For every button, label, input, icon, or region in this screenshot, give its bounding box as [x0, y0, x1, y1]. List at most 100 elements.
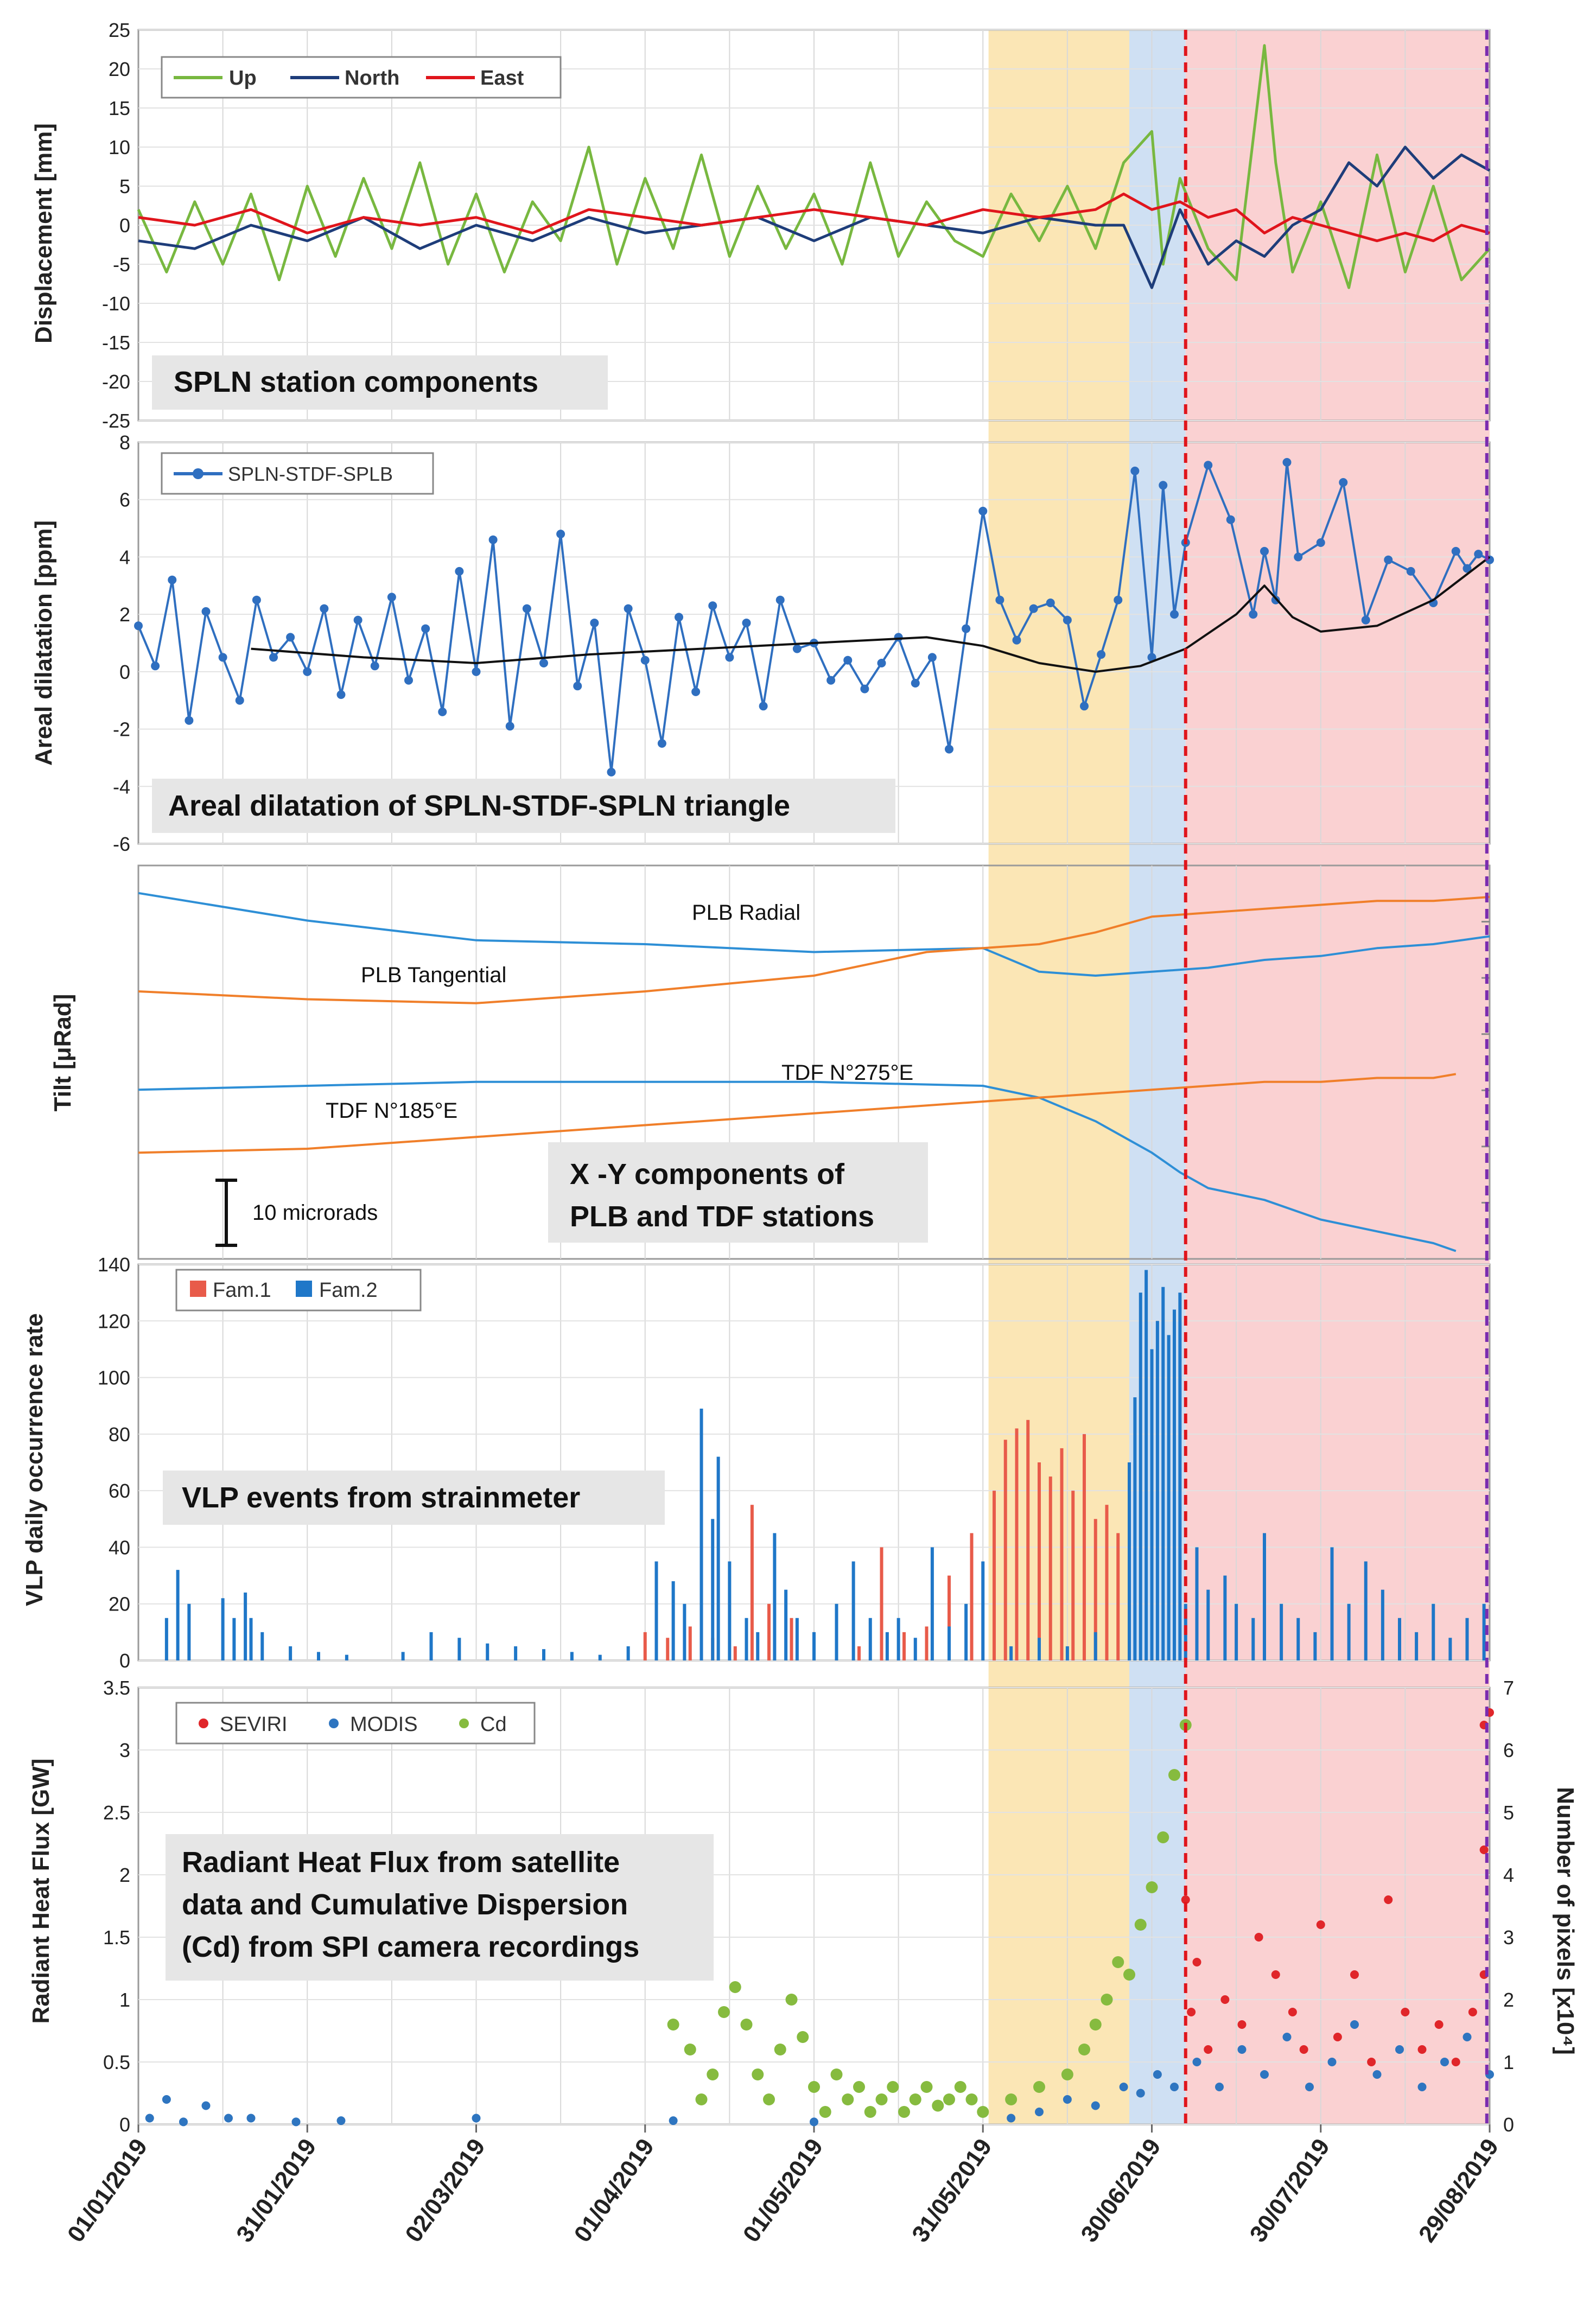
point-cd [1123, 1969, 1135, 1981]
point [607, 767, 616, 777]
point [1204, 461, 1213, 470]
point-modis [1260, 2070, 1269, 2079]
bar-fam2 [457, 1638, 461, 1660]
series-east [138, 192, 1490, 243]
bar-fam1 [666, 1638, 670, 1660]
bar-fam2 [1347, 1603, 1351, 1660]
point [218, 653, 227, 662]
point-seviri [1220, 1995, 1230, 2004]
bar-fam2 [1381, 1589, 1384, 1660]
bar-fam2 [486, 1643, 489, 1660]
bar-fam2 [1133, 1397, 1137, 1660]
point-modis [1440, 2058, 1449, 2066]
point-cd [695, 2093, 708, 2105]
bar-fam2 [1235, 1603, 1238, 1660]
point [962, 624, 971, 633]
legend-label-areal: SPLN-STDF-SPLB [228, 463, 393, 485]
title-box-heat: Radiant Heat Flux from satellite data an… [166, 1834, 714, 1981]
bar-fam1 [790, 1618, 793, 1660]
bar-fam2 [948, 1626, 951, 1660]
bar-fam2 [570, 1652, 574, 1660]
point [978, 506, 988, 515]
bar-fam2 [683, 1603, 686, 1660]
point [353, 615, 363, 625]
bar-fam2 [401, 1652, 405, 1660]
point-modis [1192, 2058, 1201, 2066]
ytick-heat: 3 [1503, 1926, 1514, 1949]
series-tdf-n-275-e [138, 1080, 1457, 1252]
point-modis [179, 2117, 188, 2127]
point-cd [1089, 2019, 1102, 2031]
bar-fam1 [1105, 1505, 1109, 1660]
bar-fam2 [885, 1632, 889, 1660]
point [590, 619, 599, 627]
legend-marker-areal [193, 468, 204, 479]
point [539, 659, 548, 667]
point-seviri [1417, 2045, 1427, 2054]
point [573, 682, 582, 691]
bar-fam2 [930, 1547, 934, 1660]
point [877, 659, 886, 667]
point-cd [1134, 1919, 1147, 1931]
point-cd [1157, 1831, 1169, 1843]
point [1130, 466, 1140, 475]
series-plb-tangential [138, 896, 1490, 1004]
point [1451, 546, 1460, 556]
point [1063, 615, 1072, 625]
ylabel-displacement: Displacement [mm] [30, 123, 57, 343]
point-modis [1215, 2083, 1224, 2091]
title-box-areal: Areal dilatation of SPLN-STDF-SPLN trian… [152, 779, 895, 833]
point-modis [1136, 2089, 1145, 2098]
bar-fam1 [857, 1646, 861, 1660]
series-tdf-n-185-e [138, 1073, 1457, 1154]
point-cd [853, 2081, 865, 2093]
bar-fam2 [1144, 1270, 1148, 1660]
legend-label-east: East [480, 67, 524, 90]
bar-fam2 [745, 1618, 748, 1660]
point-modis [1119, 2083, 1128, 2091]
bar-fam2 [244, 1592, 247, 1660]
point [1384, 555, 1393, 564]
point-cd [932, 2099, 944, 2112]
bar-fam2 [345, 1654, 348, 1660]
point-cd [1078, 2044, 1090, 2055]
bar-fam2 [176, 1570, 180, 1660]
point [1260, 546, 1269, 556]
bar-fam1 [750, 1505, 754, 1660]
ytick-displacement: -10 [102, 292, 130, 315]
point-seviri [1479, 1845, 1489, 1854]
ytick-heat: 2 [119, 1864, 130, 1886]
title-tilt-line1: X -Y components of [570, 1158, 845, 1191]
ytick-heat: 6 [1503, 1739, 1514, 1761]
bar-fam2 [1155, 1321, 1159, 1660]
bar-fam1 [1003, 1440, 1007, 1660]
point [1406, 567, 1415, 576]
point [438, 707, 447, 716]
point [1294, 552, 1303, 562]
bar-fam2 [164, 1618, 168, 1660]
point-seviri [1434, 2020, 1444, 2029]
point-seviri [1468, 2008, 1477, 2016]
ytick-heat: 0.5 [103, 2051, 130, 2073]
point [1282, 458, 1292, 467]
point-modis [1063, 2095, 1072, 2104]
point [522, 604, 531, 613]
point [826, 676, 836, 685]
bar-fam2 [773, 1533, 777, 1660]
bar-fam1 [902, 1632, 906, 1660]
bar-fam2 [1128, 1462, 1131, 1660]
bar-fam2 [1313, 1632, 1317, 1660]
ytick-displacement: 15 [109, 97, 130, 119]
series-moving-average [251, 556, 1491, 673]
tilt-scale-bar: 10 microrads [215, 1179, 378, 1247]
point [675, 613, 683, 622]
point-cd [830, 2068, 843, 2080]
title-box-vlp: VLP events from strainmeter [163, 1471, 665, 1525]
point-seviri [1288, 2008, 1297, 2016]
ytick-areal: 4 [119, 546, 130, 568]
bar-fam1 [970, 1533, 974, 1660]
point-cd [920, 2081, 933, 2093]
bar-fam2 [1364, 1561, 1368, 1660]
title-vlp: VLP events from strainmeter [182, 1481, 580, 1514]
label-plb-tangential: PLB Tangential [361, 963, 506, 987]
